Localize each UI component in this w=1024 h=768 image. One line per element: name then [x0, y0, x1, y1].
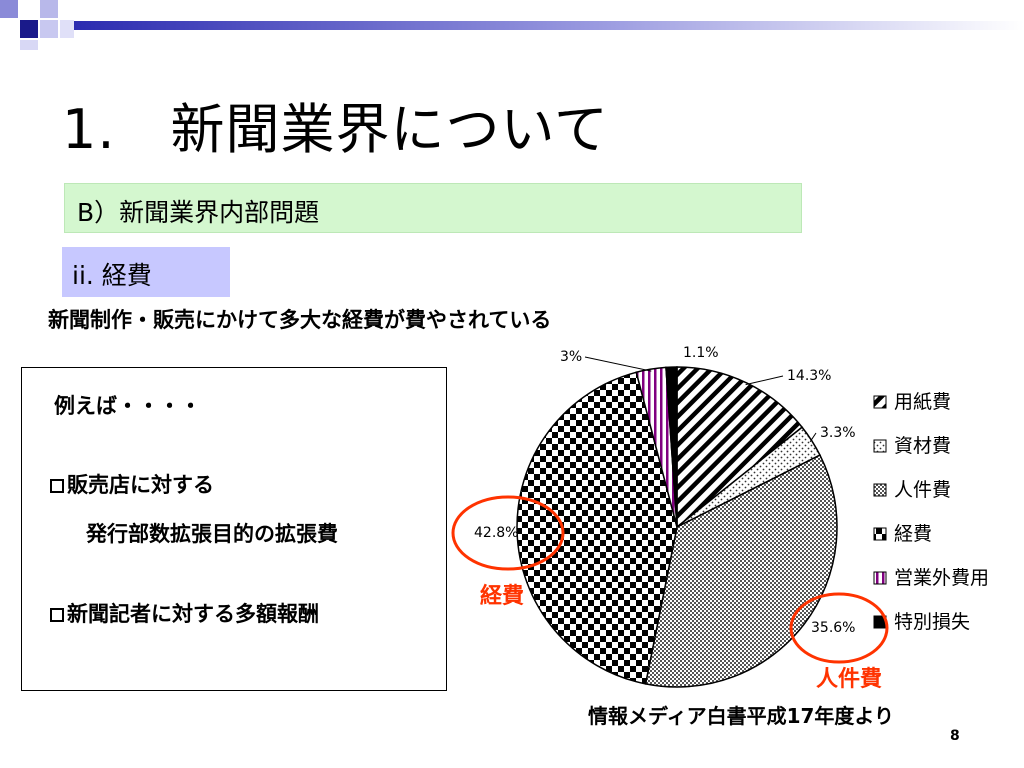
slice-leader-line-5	[584, 356, 652, 372]
highlight-circle-keihi	[451, 495, 565, 571]
page-number: 8	[950, 728, 960, 744]
slide-title: 1. 新聞業界について	[62, 98, 609, 161]
pie-slice-6	[665, 366, 678, 528]
box-item-1-text: 販売店に対する	[67, 473, 214, 497]
legend-label-5: 営業外費用	[894, 567, 989, 589]
example-box: 例えば・・・・ 販売店に対する 発行部数拡張目的の拡張費 新聞記者に対する多額報…	[21, 367, 447, 691]
pie-slice-4	[516, 371, 678, 685]
slice-value-label-1: 14.3%	[787, 368, 831, 384]
legend-label-6: 特別損失	[894, 611, 970, 633]
slice-value-label-5: 3%	[560, 349, 582, 365]
slice-value-label-2: 3.3%	[820, 425, 856, 441]
pie-slice-3	[644, 454, 838, 688]
legend-label-3: 人件費	[894, 479, 951, 501]
header-decoration	[0, 0, 1024, 50]
pie-slice-1	[676, 366, 804, 529]
expense-pie-chart: 14.3%3.3%35.6%42.8%3% 1.1% 用紙費資材費人件費経費営業外…	[451, 345, 989, 692]
annotation-keihi: 経費	[480, 583, 524, 609]
legend-swatch-1	[873, 395, 887, 409]
legend-swatch-2	[873, 439, 887, 453]
section-label: B）新聞業界内部問題	[77, 198, 320, 227]
square-bullet-icon	[50, 479, 64, 493]
legend-swatch-4	[873, 527, 887, 541]
slice-value-label-4: 42.8%	[474, 525, 518, 541]
subsection-label: ii. 経費	[72, 261, 152, 290]
legend-label-1: 用紙費	[894, 391, 951, 413]
box-item-2: 新聞記者に対する多額報酬	[50, 598, 319, 628]
legend-swatch-5	[873, 571, 887, 585]
annotation-jinkenhi: 人件費	[816, 667, 882, 692]
highlight-circle-jinkenhi	[789, 592, 889, 664]
square-bullet-icon	[50, 608, 64, 622]
box-item-2-text: 新聞記者に対する多額報酬	[67, 602, 319, 626]
slice-value-label-6: 1.1%	[683, 345, 719, 361]
legend-swatch-3	[873, 483, 887, 497]
legend-label-2: 資材費	[894, 435, 951, 457]
legend-label-4: 経費	[894, 523, 932, 545]
slice-value-label-3: 35.6%	[811, 620, 855, 636]
subsection-header: ii. 経費	[62, 247, 230, 297]
slice-leader-line-1	[745, 375, 784, 386]
lead-text: 新聞制作・販売にかけて多大な経費が費やされている	[48, 308, 552, 332]
box-intro: 例えば・・・・	[54, 394, 201, 418]
section-header: B）新聞業界内部問題	[64, 183, 802, 233]
box-item-1: 販売店に対する	[50, 469, 214, 499]
source-note: 情報メディア白書平成17年度より	[588, 704, 895, 728]
box-item-1-detail: 発行部数拡張目的の拡張費	[86, 522, 338, 546]
slice-leader-line-2	[809, 432, 817, 443]
